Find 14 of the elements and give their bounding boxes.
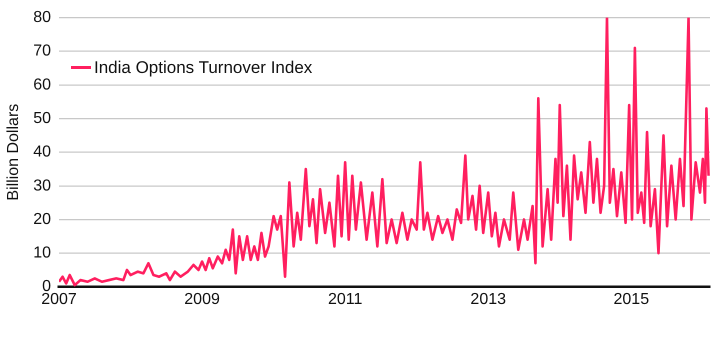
y-tick-label: 20: [33, 210, 52, 228]
x-tick-label: 2011: [328, 290, 362, 308]
y-tick-label: 80: [33, 9, 52, 26]
y-axis-title: Billion Dollars: [5, 104, 22, 201]
x-tick-label: 2009: [184, 290, 220, 308]
legend-label: India Options Turnover Index: [94, 58, 312, 78]
x-tick-label: 2013: [470, 290, 506, 308]
y-tick-label: 70: [33, 42, 52, 60]
y-tick-label: 10: [33, 244, 52, 262]
y-tick-label: 30: [33, 177, 52, 194]
y-tick-label: 50: [33, 110, 52, 127]
y-tick-label: 60: [33, 76, 52, 94]
y-tick-label: 40: [33, 144, 52, 161]
x-tick-label: 2015: [614, 290, 650, 308]
